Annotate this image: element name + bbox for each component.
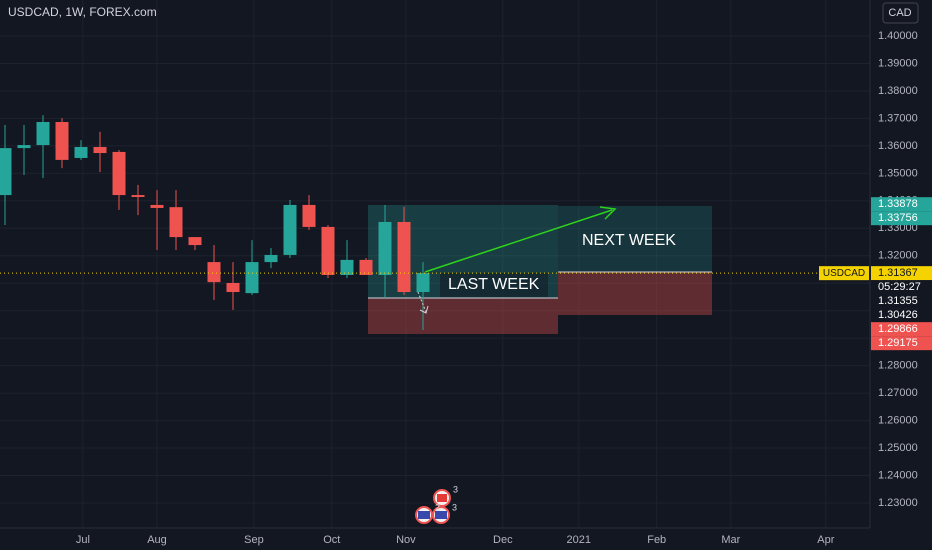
arrow <box>417 291 427 313</box>
arrow <box>424 209 613 273</box>
x-tick-label: Aug <box>147 534 167 546</box>
candle-body <box>283 204 297 255</box>
candle-body <box>245 262 259 294</box>
candle-body <box>302 204 316 227</box>
currency-button[interactable] <box>882 2 919 24</box>
candle-body <box>17 145 31 149</box>
annotation: NEXT WEEK <box>582 232 676 249</box>
y-tick-label: 1.26000 <box>878 414 918 426</box>
price-label: 1.31355 <box>878 295 918 307</box>
candle-body <box>416 273 430 293</box>
candle-body <box>74 146 88 158</box>
price-label: 1.29175 <box>878 337 918 349</box>
arrow-head <box>419 305 429 314</box>
candle-body <box>340 259 354 275</box>
loss-zone <box>558 272 712 315</box>
candle-body <box>36 121 50 146</box>
price-label: 1.30426 <box>878 309 918 321</box>
x-tick-label: Oct <box>323 534 340 546</box>
candle-body <box>378 221 392 275</box>
axes: 1.23000 1.24000 1.25000 1.26000 1.27000 1.280… <box>76 30 932 546</box>
price-tag <box>871 211 932 226</box>
price-tag <box>871 322 932 337</box>
price-label: 1.33756 <box>878 212 918 224</box>
price-label: 1.33878 <box>878 198 918 210</box>
candle-body <box>226 282 240 293</box>
price-tag <box>871 308 932 323</box>
symbol-label: USDCAD <box>823 268 865 279</box>
y-tick-label: 1.23000 <box>878 497 918 509</box>
y-tick-label: 1.27000 <box>878 387 918 399</box>
event-count: 2 <box>435 502 440 512</box>
candle-body <box>321 226 335 275</box>
countdown: 05:29:27 <box>878 281 921 293</box>
currency-label[interactable]: CAD <box>888 7 911 19</box>
candle-body <box>188 237 202 246</box>
x-tick-label: Nov <box>396 534 416 546</box>
price-tag <box>871 294 932 309</box>
y-tick-label: 1.37000 <box>878 112 918 124</box>
y-tick-label: 1.32000 <box>878 250 918 262</box>
x-tick-label: Mar <box>721 534 740 546</box>
y-tick-label: 1.40000 <box>878 30 918 42</box>
y-tick-label: 1.39000 <box>878 57 918 69</box>
y-tick-label: 1.24000 <box>878 469 918 481</box>
y-tick-label: 1.35000 <box>878 167 918 179</box>
candle-body <box>55 121 69 160</box>
y-tick-label: 1.25000 <box>878 442 918 454</box>
candle-body <box>359 259 373 275</box>
candle-body <box>150 204 164 208</box>
x-tick-label: 2021 <box>567 534 591 546</box>
flag <box>418 511 430 519</box>
price-label: 1.29866 <box>878 323 918 335</box>
price-tag <box>871 336 932 351</box>
profit-zone <box>558 206 712 272</box>
chart-title: USDCAD, 1W, FOREX.com <box>8 5 157 19</box>
x-tick-label: Dec <box>493 534 513 546</box>
candle-body <box>0 148 12 196</box>
candle-body <box>264 254 278 263</box>
event-count: 3 <box>452 502 457 512</box>
candles <box>0 115 430 330</box>
price-tag <box>871 266 932 281</box>
price-label: 1.31367 <box>878 267 918 279</box>
candle-body <box>112 151 126 196</box>
candle-body <box>93 146 107 154</box>
candle-body <box>131 195 145 197</box>
x-tick-label: Jul <box>76 534 90 546</box>
candle-body <box>397 221 411 293</box>
price-tag <box>871 280 932 295</box>
x-tick-label: Feb <box>647 534 666 546</box>
flag <box>435 511 447 519</box>
y-tick-label: 1.36000 <box>878 140 918 152</box>
flag <box>437 494 447 502</box>
candle-body <box>207 262 221 283</box>
arrow-head <box>599 206 617 220</box>
y-tick-label: 1.33000 <box>878 222 918 234</box>
x-tick-label: Sep <box>244 534 264 546</box>
x-tick-label: Apr <box>817 534 834 546</box>
annotation: LAST WEEK <box>448 276 540 293</box>
price-tag <box>871 197 932 212</box>
y-tick-label: 1.28000 <box>878 360 918 372</box>
candle-body <box>169 207 183 238</box>
label-box <box>440 273 548 297</box>
loss-zone <box>368 298 558 334</box>
event-count: 3 <box>453 484 458 494</box>
y-tick-label: 1.38000 <box>878 85 918 97</box>
symbol-tag <box>819 266 869 281</box>
